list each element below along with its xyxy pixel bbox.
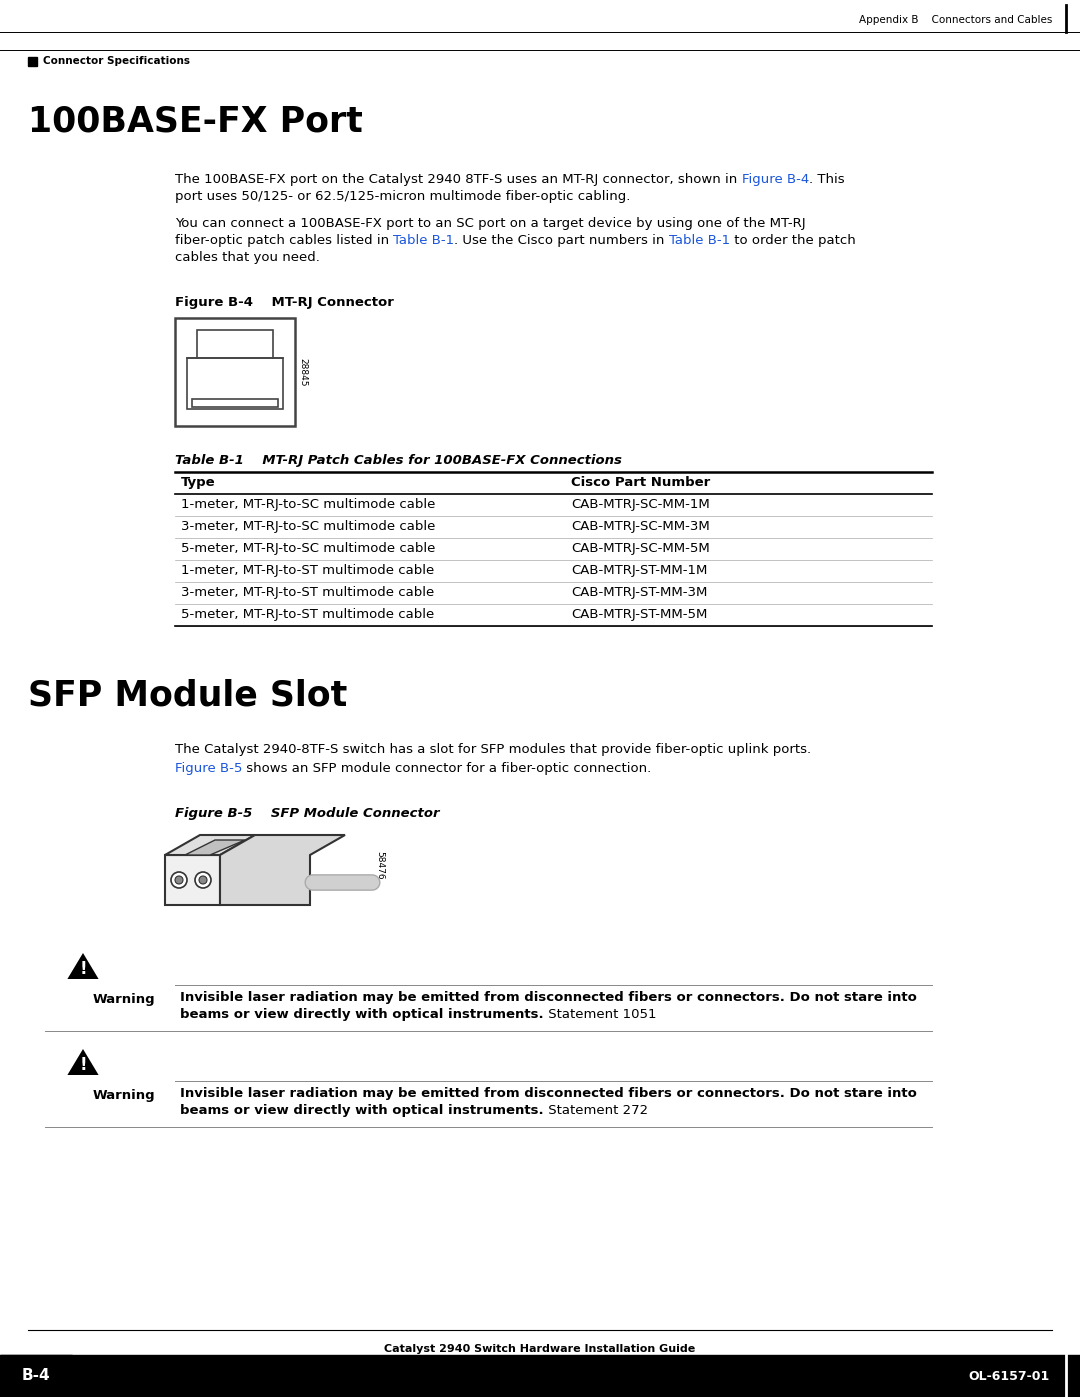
Text: The 100BASE-FX port on the Catalyst 2940 8TF-S uses an MT-RJ connector, shown in: The 100BASE-FX port on the Catalyst 2940… [175,173,742,186]
Text: !: ! [79,960,86,978]
Text: B-4: B-4 [22,1369,51,1383]
Text: The Catalyst 2940-8TF-S switch has a slot for SFP modules that provide fiber-opt: The Catalyst 2940-8TF-S switch has a slo… [175,743,811,756]
Text: 3-meter, MT-RJ-to-SC multimode cable: 3-meter, MT-RJ-to-SC multimode cable [181,520,435,534]
Text: fiber-optic patch cables listed in: fiber-optic patch cables listed in [175,235,393,247]
Bar [0,1355,72,1397]
Text: 58476: 58476 [376,851,384,879]
Bar [175,319,295,426]
Text: Figure B-5: Figure B-5 [175,761,242,775]
Text: 5-meter, MT-RJ-to-ST multimode cable: 5-meter, MT-RJ-to-ST multimode cable [181,608,434,622]
Text: Figure B-4: Figure B-4 [175,296,253,309]
Bar [165,855,220,905]
Bar [197,330,273,358]
Polygon shape [67,953,98,979]
Text: Catalyst 2940 Switch Hardware Installation Guide: Catalyst 2940 Switch Hardware Installati… [384,1344,696,1354]
Text: Statement 1051: Statement 1051 [543,1009,657,1021]
Text: 5-meter, MT-RJ-to-SC multimode cable: 5-meter, MT-RJ-to-SC multimode cable [181,542,435,555]
Circle shape [175,876,183,884]
Text: Invisible laser radiation may be emitted from disconnected fibers or connectors.: Invisible laser radiation may be emitted… [180,990,917,1004]
Text: OL-6157-01: OL-6157-01 [969,1369,1050,1383]
Text: shows an SFP module connector for a fiber-optic connection.: shows an SFP module connector for a fibe… [242,761,651,775]
Circle shape [199,876,207,884]
Bar [28,57,37,66]
Text: 3-meter, MT-RJ-to-ST multimode cable: 3-meter, MT-RJ-to-ST multimode cable [181,585,434,599]
Text: beams or view directly with optical instruments.: beams or view directly with optical inst… [180,1104,543,1118]
Circle shape [195,872,211,888]
Text: Table B-1    MT-RJ Patch Cables for 100BASE-FX Connections: Table B-1 MT-RJ Patch Cables for 100BASE… [175,454,622,467]
Text: CAB-MTRJ-ST-MM-1M: CAB-MTRJ-ST-MM-1M [571,564,707,577]
Text: 100BASE-FX Port: 100BASE-FX Port [28,105,363,138]
Text: MT-RJ Connector: MT-RJ Connector [253,296,394,309]
Text: to order the patch: to order the patch [730,235,856,247]
Text: 1-meter, MT-RJ-to-ST multimode cable: 1-meter, MT-RJ-to-ST multimode cable [181,564,434,577]
Text: Type: Type [181,476,216,489]
Bar [187,358,283,409]
Text: . This: . This [809,173,845,186]
Text: CAB-MTRJ-ST-MM-5M: CAB-MTRJ-ST-MM-5M [571,608,707,622]
Text: !: ! [79,1056,86,1074]
Text: Figure B-4: Figure B-4 [742,173,809,186]
Text: Invisible laser radiation may be emitted from disconnected fibers or connectors.: Invisible laser radiation may be emitted… [180,1087,917,1099]
Polygon shape [220,835,345,905]
Text: 28845: 28845 [298,358,308,386]
Bar [192,400,278,407]
Polygon shape [185,840,245,855]
Text: 1-meter, MT-RJ-to-SC multimode cable: 1-meter, MT-RJ-to-SC multimode cable [181,497,435,511]
Text: CAB-MTRJ-SC-MM-1M: CAB-MTRJ-SC-MM-1M [571,497,710,511]
Text: Statement 272: Statement 272 [543,1104,648,1118]
Text: CAB-MTRJ-ST-MM-3M: CAB-MTRJ-ST-MM-3M [571,585,707,599]
Text: CAB-MTRJ-SC-MM-3M: CAB-MTRJ-SC-MM-3M [571,520,710,534]
Polygon shape [67,1049,98,1076]
Bar [0,1355,1080,1397]
Text: Figure B-5    SFP Module Connector: Figure B-5 SFP Module Connector [175,807,440,820]
Text: Connector Specifications: Connector Specifications [43,56,190,67]
Text: Warning: Warning [93,993,156,1006]
Text: Table B-1: Table B-1 [393,235,455,247]
Text: SFP Module Slot: SFP Module Slot [28,679,348,712]
Text: You can connect a 100BASE-FX port to an SC port on a target device by using one : You can connect a 100BASE-FX port to an … [175,217,806,231]
Text: Cisco Part Number: Cisco Part Number [571,476,711,489]
Text: Warning: Warning [93,1090,156,1102]
Text: Appendix B    Connectors and Cables: Appendix B Connectors and Cables [859,15,1052,25]
Text: Table B-1: Table B-1 [670,235,730,247]
Text: . Use the Cisco part numbers in: . Use the Cisco part numbers in [455,235,670,247]
Polygon shape [165,835,255,855]
Circle shape [171,872,187,888]
Text: CAB-MTRJ-SC-MM-5M: CAB-MTRJ-SC-MM-5M [571,542,710,555]
Text: cables that you need.: cables that you need. [175,251,320,264]
Text: port uses 50/125- or 62.5/125-micron multimode fiber-optic cabling.: port uses 50/125- or 62.5/125-micron mul… [175,190,631,203]
Text: beams or view directly with optical instruments.: beams or view directly with optical inst… [180,1009,543,1021]
